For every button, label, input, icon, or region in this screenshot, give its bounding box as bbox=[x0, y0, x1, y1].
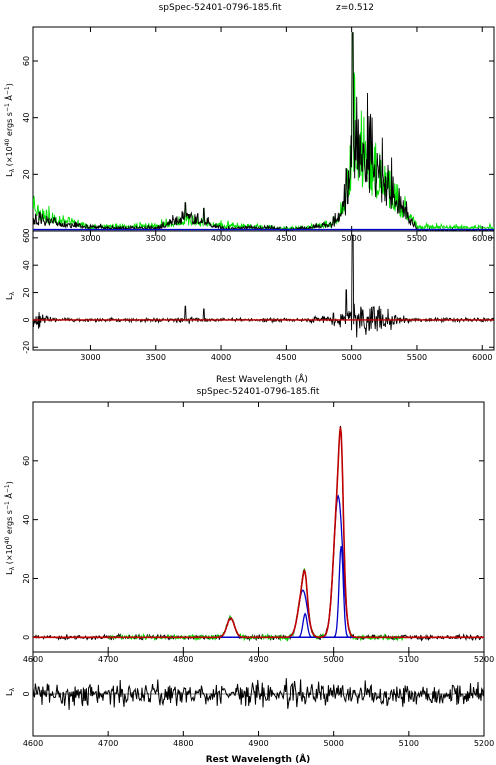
component-0 bbox=[33, 617, 484, 638]
panel-1-frame bbox=[32, 26, 495, 232]
x-tick-label-top: 5000 bbox=[323, 655, 343, 664]
x-tick-label: 4700 bbox=[98, 739, 118, 748]
x-tick-label: 4000 bbox=[211, 234, 231, 243]
y-tick-label: 20 bbox=[22, 573, 31, 583]
x-tick-label: 6000 bbox=[472, 234, 492, 243]
x-tick-label-top: 5100 bbox=[399, 655, 419, 664]
series-red-fit bbox=[33, 427, 484, 639]
y-tick-label: 60 bbox=[22, 233, 31, 243]
x-tick-label: 4800 bbox=[173, 739, 193, 748]
x-tick-label: 4000 bbox=[211, 353, 231, 362]
chart-title: spSpec-52401-0796-185.fit bbox=[159, 3, 282, 13]
panel-1-ylabel: Lλ (×1040 ergs s−1 Å−1) bbox=[3, 83, 16, 177]
redshift-annotation: z=0.512 bbox=[336, 3, 374, 13]
x-tick-label: 4500 bbox=[276, 234, 296, 243]
series-green bbox=[107, 427, 409, 643]
x-tick-label: 4500 bbox=[276, 353, 296, 362]
x-tick-label: 3000 bbox=[80, 234, 100, 243]
x-tick-label: 5000 bbox=[341, 353, 361, 362]
x-tick-label: 5100 bbox=[399, 739, 419, 748]
panel-3-ylabel: Lλ (×1040 ergs s−1 Å−1) bbox=[3, 481, 16, 575]
y-tick-label: 20 bbox=[22, 169, 31, 179]
x-tick-label-top: 4900 bbox=[248, 655, 268, 664]
y-tick-label: 40 bbox=[22, 260, 31, 270]
series-0 bbox=[33, 32, 494, 231]
x-tick-label: 3500 bbox=[146, 234, 166, 243]
panel-3-plot: 0 20 40 60 bbox=[22, 402, 485, 652]
component-4 bbox=[33, 546, 484, 638]
y-tick-label: 60 bbox=[22, 56, 31, 66]
component-3 bbox=[33, 494, 484, 638]
y-tick-label: 40 bbox=[22, 113, 31, 123]
x-tick-label-top: 5200 bbox=[474, 655, 494, 664]
panel-2-ylabel: Lλ bbox=[5, 292, 16, 300]
y-tick-label: 40 bbox=[22, 515, 31, 525]
plot-area bbox=[33, 234, 494, 338]
x-tick-label: 5500 bbox=[407, 234, 427, 243]
panel-4-xlabel: Rest Wavelength (Å) bbox=[206, 754, 311, 765]
panel-4-ylabel: Lλ bbox=[5, 688, 16, 696]
series-black bbox=[33, 425, 484, 642]
panel-4-plot: 4600 4600 4700 4700 4800 4800 4900 4900 5000 5000… bbox=[22, 652, 494, 748]
panel-3-title: spSpec-52401-0796-185.fit bbox=[197, 387, 320, 397]
x-tick-label-top: 4700 bbox=[98, 655, 118, 664]
panel-2-plot: 3000 3500 4000 4500 5000 5500 6000 -20 0 20 40 60 bbox=[22, 231, 494, 362]
x-tick-label-top: 4800 bbox=[173, 655, 193, 664]
plot-area bbox=[33, 425, 484, 643]
x-tick-label: 5200 bbox=[474, 739, 494, 748]
plot-area bbox=[33, 678, 484, 710]
panel-2-xlabel: Rest Wavelength (Å) bbox=[216, 373, 308, 385]
panel-2-frame bbox=[32, 230, 495, 351]
x-tick-label: 5500 bbox=[407, 353, 427, 362]
y-tick-label: 0 bbox=[22, 691, 31, 696]
x-tick-label: 4600 bbox=[23, 739, 43, 748]
series-1 bbox=[33, 32, 494, 231]
x-tick-label: 3000 bbox=[80, 353, 100, 362]
x-tick-label: 3500 bbox=[146, 353, 166, 362]
x-tick-label: 6000 bbox=[472, 353, 492, 362]
y-tick-label: 60 bbox=[22, 456, 31, 466]
plot-area bbox=[33, 32, 494, 231]
x-tick-label-top: 4600 bbox=[23, 655, 43, 664]
y-tick-label: 0 bbox=[22, 317, 31, 322]
x-tick-label: 5000 bbox=[323, 739, 343, 748]
component-1 bbox=[33, 589, 484, 638]
component-2 bbox=[33, 612, 484, 638]
series-0 bbox=[33, 234, 494, 338]
panel-3-frame bbox=[32, 401, 485, 653]
y-tick-label: -20 bbox=[22, 341, 31, 354]
y-tick-label: 20 bbox=[22, 287, 31, 297]
x-tick-label: 4900 bbox=[248, 739, 268, 748]
y-tick-label: 0 bbox=[22, 228, 31, 233]
y-tick-label: 0 bbox=[22, 635, 31, 640]
residual-series bbox=[33, 678, 484, 710]
